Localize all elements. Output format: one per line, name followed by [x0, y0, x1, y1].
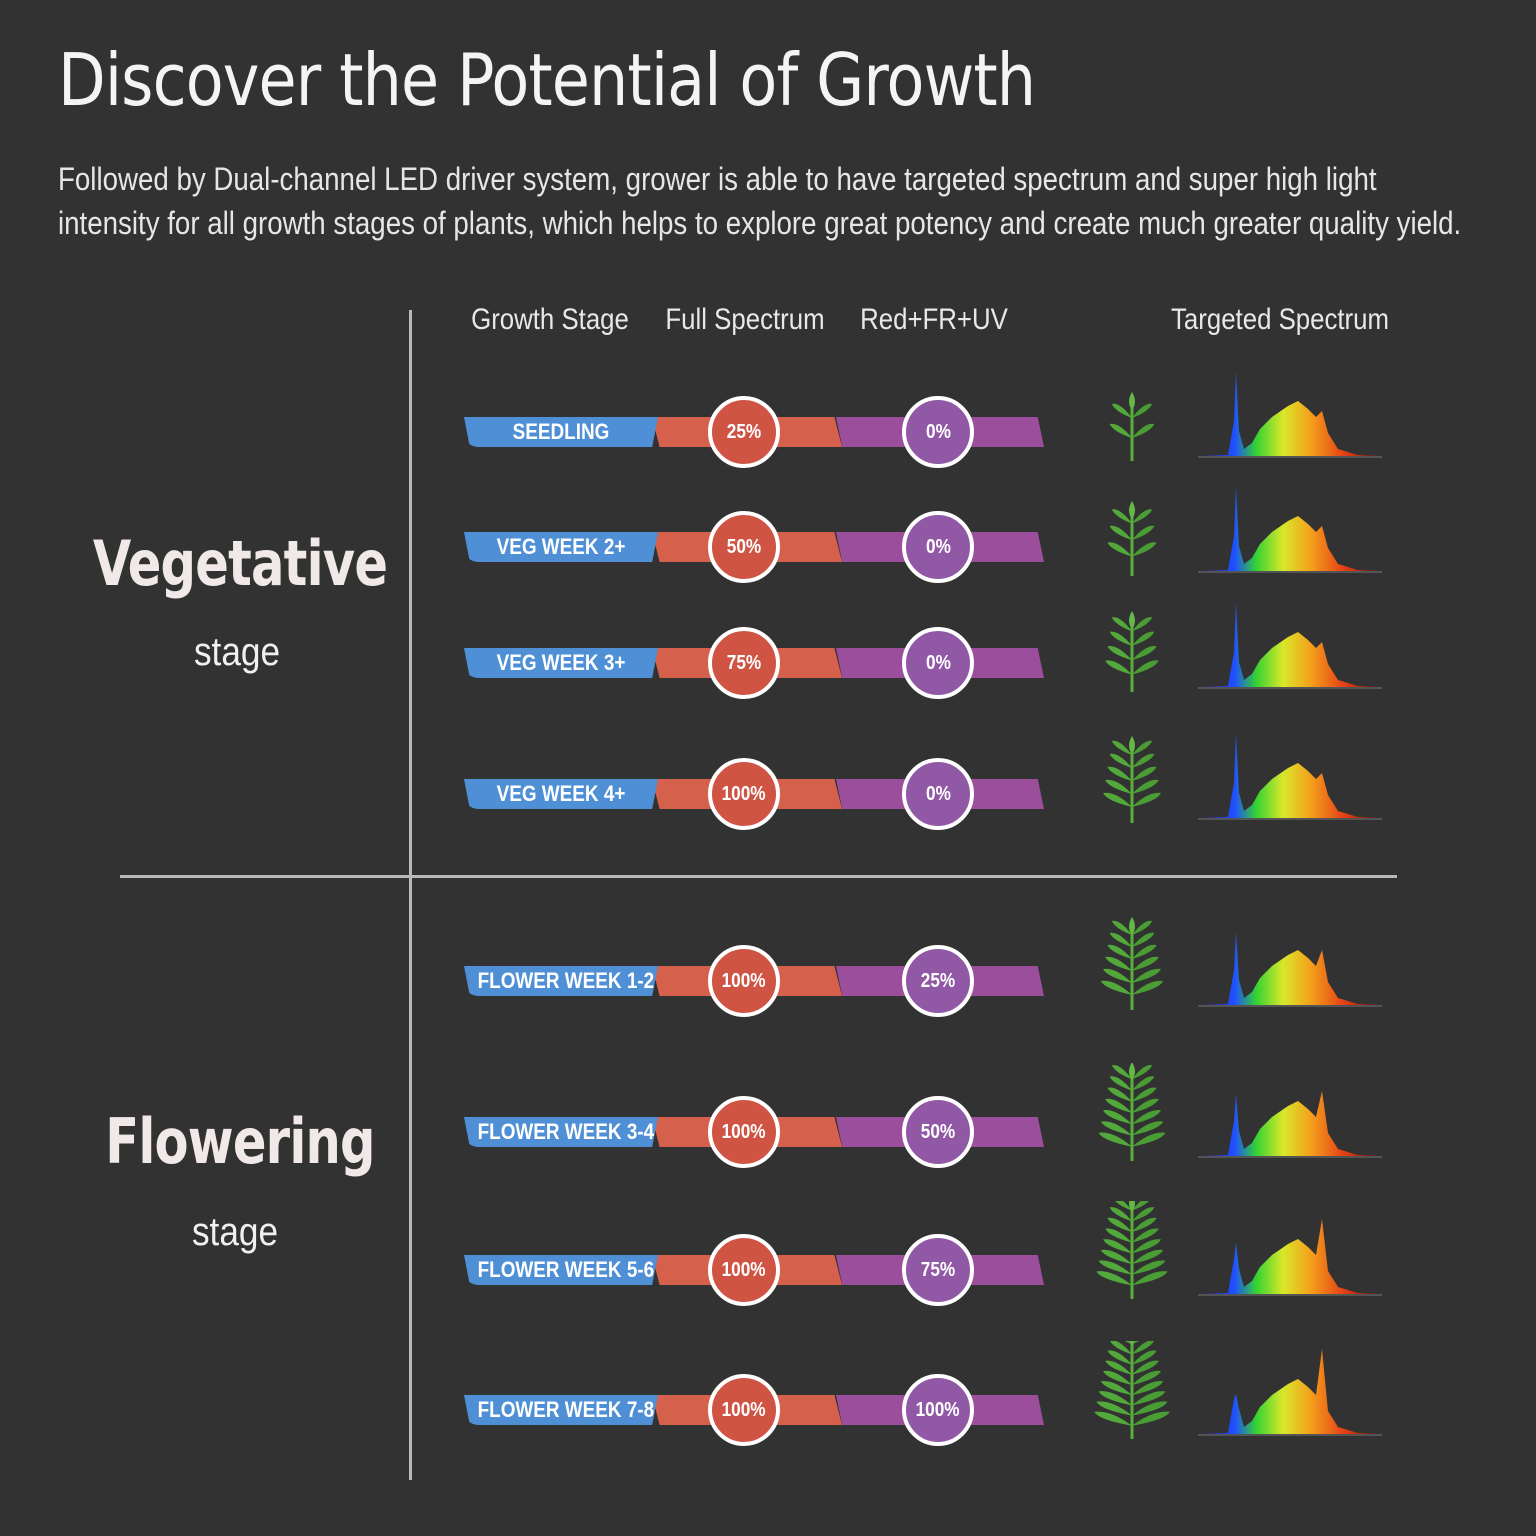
stage-label: FLOWER WEEK 1-2 — [477, 968, 655, 993]
stage-label-bar: FLOWER WEEK 3-4 — [464, 1117, 658, 1147]
red-fr-uv-value: 25% — [920, 969, 956, 992]
headline: Discover the Potential of Growth — [58, 38, 1036, 122]
red-fr-uv-value: 0% — [925, 782, 951, 805]
full-spectrum-value: 100% — [722, 782, 766, 805]
spectrum-graph-icon — [1198, 910, 1388, 1015]
flowering-title: Flowering — [105, 1105, 375, 1178]
full-spectrum-dial: 75% — [708, 627, 780, 699]
red-fr-uv-dial: 0% — [902, 396, 974, 468]
stage-row: SEEDLING 25% 0% — [462, 371, 1462, 473]
cannabis-plant-icon — [1082, 1328, 1182, 1456]
stage-row: FLOWER WEEK 5-6 100% 75% — [462, 1194, 1462, 1311]
red-fr-uv-dial: 75% — [902, 1234, 974, 1306]
vegetative-title: Vegetative — [92, 527, 388, 600]
stage-row: VEG WEEK 4+ 100% 0% — [462, 733, 1462, 835]
red-fr-uv-dial: 0% — [902, 627, 974, 699]
stage-label-bar: FLOWER WEEK 1-2 — [464, 966, 658, 996]
red-fr-uv-value: 50% — [920, 1120, 956, 1143]
red-fr-uv-dial: 100% — [902, 1374, 974, 1446]
spectrum-graph-icon — [1198, 1199, 1388, 1304]
stage-row: FLOWER WEEK 1-2 100% 25% — [462, 917, 1462, 1022]
spectrum-graph-icon — [1198, 723, 1388, 828]
red-fr-uv-value: 0% — [925, 535, 951, 558]
vertical-divider — [409, 310, 412, 1480]
horizontal-divider — [120, 875, 1397, 878]
full-spectrum-dial: 100% — [708, 1234, 780, 1306]
cannabis-plant-icon — [1082, 1194, 1182, 1316]
stage-label-bar: VEG WEEK 2+ — [464, 532, 658, 562]
red-fr-uv-dial: 0% — [902, 758, 974, 830]
stage-label: FLOWER WEEK 5-6 — [477, 1257, 655, 1282]
spectrum-graph-icon — [1198, 1339, 1388, 1444]
full-spectrum-dial: 100% — [708, 1096, 780, 1168]
red-fr-uv-value: 0% — [925, 651, 951, 674]
stage-label-bar: VEG WEEK 4+ — [464, 779, 658, 809]
spectrum-graph-icon — [1198, 1061, 1388, 1166]
full-spectrum-value: 100% — [722, 969, 766, 992]
cannabis-plant-icon — [1082, 725, 1182, 840]
red-fr-uv-value: 75% — [920, 1258, 956, 1281]
full-spectrum-value: 25% — [726, 420, 762, 443]
intro-text: Followed by Dual-channel LED driver syst… — [58, 161, 1462, 241]
stage-label: SEEDLING — [512, 419, 610, 444]
stage-label: VEG WEEK 4+ — [496, 781, 626, 806]
column-full-spectrum: Full Spectrum — [665, 303, 825, 336]
stage-label-bar: SEEDLING — [464, 417, 658, 447]
full-spectrum-dial: 100% — [708, 945, 780, 1017]
red-fr-uv-dial: 50% — [902, 1096, 974, 1168]
stage-label-bar: FLOWER WEEK 5-6 — [464, 1255, 658, 1285]
full-spectrum-value: 100% — [722, 1398, 766, 1421]
spectrum-graph-icon — [1198, 476, 1388, 581]
stage-row: VEG WEEK 3+ 75% 0% — [462, 602, 1462, 704]
stage-row: FLOWER WEEK 3-4 100% 50% — [462, 1062, 1462, 1173]
cannabis-plant-icon — [1082, 478, 1182, 593]
full-spectrum-value: 100% — [722, 1120, 766, 1143]
vegetative-subtitle: stage — [193, 630, 281, 674]
cannabis-plant-icon — [1082, 1062, 1182, 1178]
stage-label-bar: FLOWER WEEK 7-8 — [464, 1395, 658, 1425]
spectrum-graph-icon — [1198, 361, 1388, 466]
full-spectrum-dial: 100% — [708, 1374, 780, 1446]
red-fr-uv-value: 100% — [916, 1398, 960, 1421]
column-growth-stage: Growth Stage — [471, 303, 629, 336]
full-spectrum-dial: 50% — [708, 511, 780, 583]
full-spectrum-dial: 100% — [708, 758, 780, 830]
flowering-subtitle: stage — [191, 1210, 279, 1254]
stage-label: VEG WEEK 3+ — [496, 650, 626, 675]
stage-label: VEG WEEK 2+ — [496, 534, 626, 559]
column-red-fr-uv: Red+FR+UV — [860, 303, 1008, 336]
column-targeted-spectrum: Targeted Spectrum — [1171, 303, 1389, 336]
stage-row: VEG WEEK 2+ 50% 0% — [462, 486, 1462, 588]
cannabis-plant-icon — [1082, 912, 1182, 1027]
red-fr-uv-dial: 25% — [902, 945, 974, 1017]
full-spectrum-value: 75% — [726, 651, 762, 674]
cannabis-plant-icon — [1082, 594, 1182, 709]
stage-row: FLOWER WEEK 7-8 100% 100% — [462, 1328, 1462, 1451]
full-spectrum-value: 100% — [722, 1258, 766, 1281]
red-fr-uv-value: 0% — [925, 420, 951, 443]
stage-label: FLOWER WEEK 7-8 — [477, 1397, 655, 1422]
stage-label: FLOWER WEEK 3-4 — [477, 1119, 655, 1144]
cannabis-plant-icon — [1082, 363, 1182, 478]
stage-label-bar: VEG WEEK 3+ — [464, 648, 658, 678]
full-spectrum-value: 50% — [726, 535, 762, 558]
full-spectrum-dial: 25% — [708, 396, 780, 468]
spectrum-graph-icon — [1198, 592, 1388, 697]
red-fr-uv-dial: 0% — [902, 511, 974, 583]
